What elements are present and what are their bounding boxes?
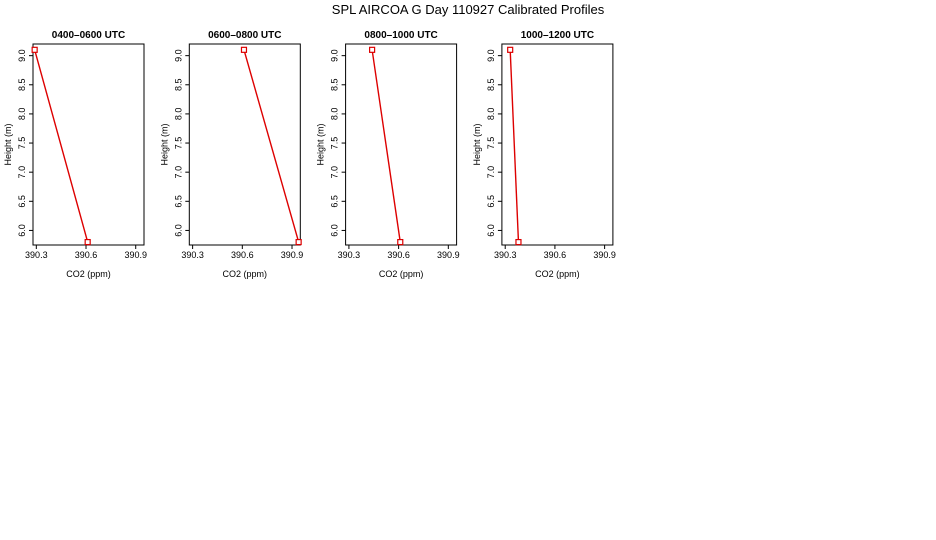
panel-1-title: 0400–0600 UTC [52, 30, 125, 41]
panel-3-xlabel: CO2 (ppm) [379, 269, 424, 279]
panel-2-ytick-label: 9.0 [173, 49, 183, 62]
panel-2-ytick-label: 7.0 [173, 166, 183, 179]
panel-4-data-point [507, 46, 514, 53]
panel-4-ytick-label: 6.5 [486, 195, 496, 208]
panel-1-xlabel: CO2 (ppm) [66, 269, 111, 279]
panel-1-ytick-label: 8.0 [17, 108, 27, 121]
panel-1-data-point [31, 46, 38, 53]
panel-1-ytick-label: 7.0 [17, 166, 27, 179]
figure-title: SPL AIRCOA G Day 110927 Calibrated Profi… [332, 2, 605, 17]
panel-3-xtick-label: 390.6 [387, 250, 410, 260]
panel-2: 0600–0800 UTC 390.3 390.6 390.9 6.0 6.5 7.0 7.5… [159, 30, 303, 279]
panel-3-xtick-label: 390.3 [338, 250, 361, 260]
panel-3-data-point [397, 238, 404, 246]
panel-1-xtick-label: 390.3 [25, 250, 48, 260]
panel-2-xtick-label: 390.6 [231, 250, 254, 260]
panel-3-ytick-label: 8.5 [330, 79, 340, 92]
panel-2-frame [188, 43, 301, 246]
panel-1-ytick-label: 8.5 [17, 79, 27, 92]
panel-2-ytick-label: 8.5 [173, 79, 183, 92]
panel-4-xtick-label: 390.9 [593, 250, 616, 260]
panel-3-title: 0800–1000 UTC [364, 30, 437, 41]
panel-4-ytick-label: 6.0 [486, 224, 496, 237]
panel-2-data-point [240, 46, 248, 53]
panel-4-ytick-label: 7.5 [486, 137, 496, 150]
panel-2-ytick-label: 7.5 [173, 137, 183, 150]
panel-4-frame [501, 43, 614, 246]
panel-4-ytick-label: 8.0 [486, 108, 496, 121]
panel-3-ytick-label: 6.0 [330, 224, 340, 237]
panel-2-xtick-label: 390.3 [181, 250, 204, 260]
panel-2-ytick-label: 6.5 [173, 195, 183, 208]
panel-1-data-point [84, 238, 91, 246]
panel-4-ytick-label: 9.0 [486, 49, 496, 62]
panel-4-xtick-label: 390.6 [544, 250, 567, 260]
panel-3-data-point [369, 46, 376, 53]
panel-2-ytick-label: 8.0 [173, 108, 183, 121]
panels-group: 0400–0600 UTC 390.3 390.6 390.9 6.0 6.5 7.0 7.5… [3, 30, 616, 279]
panel-1-profile-line [33, 49, 89, 243]
panel-1-ytick-label: 9.0 [17, 49, 27, 62]
panel-4-xlabel: CO2 (ppm) [535, 269, 580, 279]
panel-3-ylabel: Height (m) [316, 123, 326, 165]
panel-1-ylabel: Height (m) [3, 123, 13, 165]
panel-2-ylabel: Height (m) [159, 123, 169, 165]
panel-3-profile-line [371, 49, 401, 243]
panel-3-xtick-label: 390.9 [437, 250, 460, 260]
panel-4-xtick-label: 390.3 [494, 250, 517, 260]
panel-1-ytick-label: 6.5 [17, 195, 27, 208]
panel-2-profile-line [243, 49, 300, 243]
panel-1-ytick-label: 7.5 [17, 137, 27, 150]
panel-4-ylabel: Height (m) [472, 123, 482, 165]
panel-3-ytick-label: 9.0 [330, 49, 340, 62]
panel-4-ytick-label: 7.0 [486, 166, 496, 179]
panel-4-ytick-label: 8.5 [486, 79, 496, 92]
panel-3-ytick-label: 7.0 [330, 166, 340, 179]
panel-4-data-point [515, 238, 522, 246]
panel-2-ytick-label: 6.0 [173, 224, 183, 237]
panel-3-ytick-label: 6.5 [330, 195, 340, 208]
panel-3-ytick-label: 8.0 [330, 108, 340, 121]
panel-1-xtick-label: 390.9 [124, 250, 147, 260]
panel-2-title: 0600–0800 UTC [208, 30, 281, 41]
panel-2-xtick-label: 390.9 [281, 250, 304, 260]
panel-4-title: 1000–1200 UTC [521, 30, 594, 41]
panel-1-ytick-label: 6.0 [17, 224, 27, 237]
panel-3: 0800–1000 UTC 390.3 390.6 390.9 6.0 6.5 7.0 7.5… [316, 30, 460, 279]
panel-2-xlabel: CO2 (ppm) [223, 269, 268, 279]
panel-4: 1000–1200 UTC 390.3 390.6 390.9 6.0 6.5 7.0 7.5… [472, 30, 616, 279]
panel-1: 0400–0600 UTC 390.3 390.6 390.9 6.0 6.5 7.0 7.5… [3, 30, 147, 279]
panel-2-data-point [295, 238, 302, 246]
panel-1-xtick-label: 390.6 [75, 250, 98, 260]
panel-4-profile-line [509, 49, 520, 243]
panel-3-ytick-label: 7.5 [330, 137, 340, 150]
